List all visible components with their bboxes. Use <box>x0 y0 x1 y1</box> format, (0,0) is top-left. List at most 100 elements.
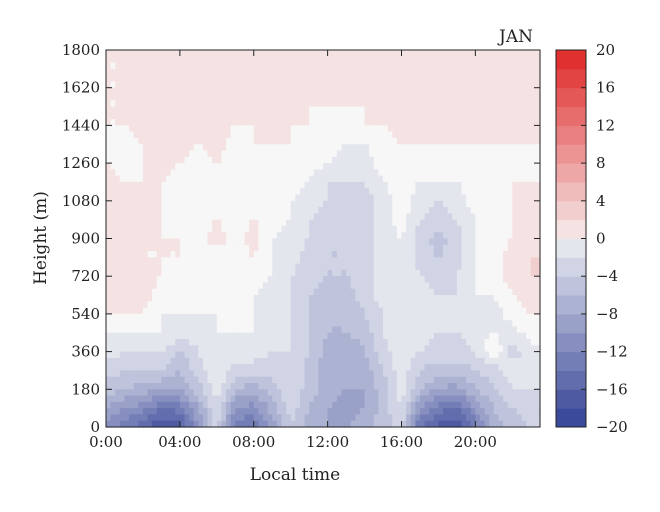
heatmap-cell <box>221 200 227 208</box>
heatmap-cell <box>106 156 112 164</box>
heatmap-cell <box>526 345 532 353</box>
heatmap-cell <box>295 106 301 114</box>
heatmap-cell <box>535 163 541 170</box>
heatmap-cell <box>161 244 167 252</box>
heatmap-cell <box>226 169 232 177</box>
heatmap-cell <box>267 106 273 114</box>
heatmap-cell <box>489 225 495 233</box>
heatmap-cell <box>424 156 430 164</box>
heatmap-cell <box>369 225 375 233</box>
heatmap-cell <box>313 225 319 233</box>
heatmap-cell <box>443 194 449 202</box>
heatmap-cell <box>193 219 199 227</box>
heatmap-cell <box>521 75 527 83</box>
heatmap-cell <box>249 257 255 265</box>
heatmap-cell <box>332 194 338 202</box>
heatmap-cell <box>156 163 163 170</box>
heatmap-cell <box>253 301 259 309</box>
heatmap-cell <box>226 163 232 170</box>
heatmap-cell <box>198 364 204 372</box>
heatmap-cell <box>383 295 389 302</box>
heatmap-cell <box>369 169 375 177</box>
heatmap-cell <box>438 50 444 57</box>
heatmap-cell <box>396 376 403 384</box>
heatmap-cell <box>124 307 130 315</box>
heatmap-cell <box>369 150 375 158</box>
heatmap-cell <box>262 68 269 76</box>
heatmap-cell <box>110 320 116 328</box>
heatmap-cell <box>133 251 139 258</box>
heatmap-cell <box>133 383 139 390</box>
heatmap-cell <box>230 56 236 64</box>
heatmap-cell <box>119 75 126 83</box>
heatmap-cell <box>133 68 139 76</box>
heatmap-cell <box>309 137 315 145</box>
heatmap-cell <box>106 175 112 183</box>
heatmap-cell <box>295 301 301 309</box>
heatmap-cell <box>336 238 343 246</box>
heatmap-cell <box>346 313 352 321</box>
heatmap-cell <box>419 125 426 133</box>
heatmap-cell <box>378 364 384 372</box>
heatmap-cell <box>124 125 130 133</box>
heatmap-cell <box>262 269 269 277</box>
heatmap-cell <box>479 150 486 158</box>
heatmap-cell <box>207 370 213 378</box>
heatmap-cell <box>355 282 361 290</box>
heatmap-cell <box>239 213 246 221</box>
heatmap-cell <box>179 87 186 95</box>
heatmap-cell <box>221 251 227 258</box>
heatmap-cell <box>447 351 453 359</box>
heatmap-cell <box>110 50 116 57</box>
heatmap-cell <box>383 326 389 334</box>
heatmap-cell <box>479 332 486 340</box>
heatmap-cell <box>193 194 199 202</box>
heatmap-cell <box>489 175 495 183</box>
heatmap-cell <box>512 131 518 139</box>
heatmap-cell <box>406 188 412 196</box>
heatmap-cell <box>193 188 199 196</box>
heatmap-cell <box>424 345 430 353</box>
heatmap-cell <box>276 370 283 378</box>
heatmap-cell <box>461 62 467 70</box>
heatmap-cell <box>475 144 481 152</box>
heatmap-cell <box>276 263 283 271</box>
heatmap-cell <box>507 87 513 95</box>
heatmap-cell <box>516 282 523 290</box>
heatmap-cell <box>503 225 509 233</box>
heatmap-cell <box>184 119 190 126</box>
heatmap-cell <box>299 257 306 265</box>
heatmap-cell <box>175 326 181 334</box>
heatmap-cell <box>401 238 407 246</box>
heatmap-cell <box>170 131 176 139</box>
heatmap-cell <box>212 119 218 126</box>
heatmap-cell <box>327 320 333 328</box>
heatmap-cell <box>272 194 278 202</box>
heatmap-cell <box>142 156 149 164</box>
heatmap-cell <box>378 282 384 290</box>
heatmap-cell <box>503 339 509 346</box>
heatmap-cell <box>438 207 444 214</box>
heatmap-cell <box>175 137 181 145</box>
heatmap-cell <box>138 370 144 378</box>
heatmap-cell <box>170 332 176 340</box>
heatmap-cell <box>318 87 324 95</box>
heatmap-cell <box>493 345 500 353</box>
heatmap-cell <box>392 75 398 83</box>
heatmap-cell <box>253 156 259 164</box>
heatmap-cell <box>161 156 167 164</box>
heatmap-cell <box>202 93 209 101</box>
heatmap-cell <box>318 150 324 158</box>
heatmap-cell <box>346 194 352 202</box>
heatmap-cell <box>147 345 153 353</box>
heatmap-cell <box>110 351 116 359</box>
heatmap-cell <box>142 364 149 372</box>
heatmap-cell <box>387 68 393 76</box>
heatmap-cell <box>461 175 467 183</box>
heatmap-cell <box>221 87 227 95</box>
heatmap-cell <box>156 75 163 83</box>
heatmap-cell <box>378 119 384 126</box>
heatmap-cell <box>226 282 232 290</box>
heatmap-cell <box>512 370 518 378</box>
heatmap-cell <box>373 339 380 346</box>
